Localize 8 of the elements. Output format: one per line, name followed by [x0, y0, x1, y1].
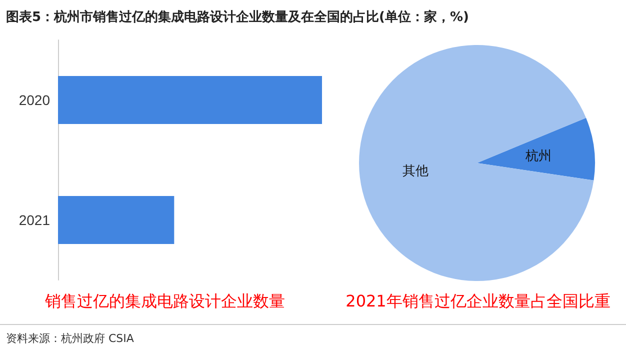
text: 2021年销售过亿企业数量占全国比重 — [346, 292, 610, 310]
text: 销售过亿的集成电路设计企业数量 — [44, 292, 285, 310]
chart-title: 图表5：杭州市销售过亿的集成电路设计企业数量及在全国的占比(单位：家，%) — [6, 8, 469, 26]
slice-label: 杭州 — [524, 148, 552, 163]
text: 资料来源：杭州政府 CSIA — [0, 324, 626, 352]
y-tick-label: 2020 — [18, 92, 50, 108]
slice-label: 其他 — [402, 163, 428, 178]
y-tick-label: 2021 — [18, 212, 50, 228]
